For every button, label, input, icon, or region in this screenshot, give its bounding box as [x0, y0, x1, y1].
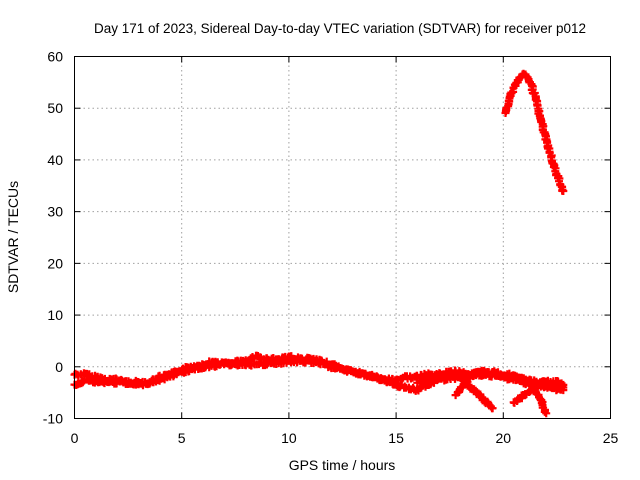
- series-arc-e: [413, 369, 465, 387]
- chart-title: Day 171 of 2023, Sidereal Day-to-day VTE…: [94, 21, 586, 36]
- series-spread-lower: [70, 356, 568, 395]
- x-axis-label: GPS time / hours: [289, 457, 396, 473]
- data-point: [477, 368, 486, 376]
- series-late-rise: [501, 69, 568, 195]
- plot-frame: [74, 56, 611, 419]
- x-tick-label: 10: [281, 430, 297, 446]
- data-point: [456, 370, 465, 379]
- grid: [74, 56, 611, 419]
- series-arc-b: [451, 367, 486, 400]
- data-point: [542, 409, 551, 418]
- data-point: [559, 187, 568, 195]
- y-tick-label: 50: [47, 100, 63, 116]
- y-axis-label: SDTVAR / TECUs: [5, 181, 21, 293]
- x-tick-label: 20: [496, 430, 512, 446]
- y-tick-label: 0: [55, 359, 63, 375]
- y-tick-label: -10: [43, 411, 63, 427]
- y-tick-label: 40: [47, 152, 63, 168]
- x-tick-label: 25: [603, 430, 619, 446]
- y-tick-label: 30: [47, 204, 63, 220]
- axis-ticks: 0 5 10 15 20 25 -10 0 10 20 30 40 50 60: [43, 49, 619, 447]
- data-point: [559, 383, 568, 392]
- x-tick-label: 0: [71, 430, 79, 446]
- data-point: [488, 404, 497, 413]
- y-tick-label: 60: [47, 49, 63, 65]
- y-tick-label: 10: [47, 307, 63, 323]
- data-point: [540, 407, 549, 416]
- y-tick-label: 20: [47, 255, 63, 271]
- data-points: [70, 69, 568, 418]
- x-tick-label: 5: [178, 430, 186, 446]
- series-arc-d: [509, 379, 568, 407]
- data-point: [507, 89, 516, 98]
- x-tick-label: 15: [388, 430, 404, 446]
